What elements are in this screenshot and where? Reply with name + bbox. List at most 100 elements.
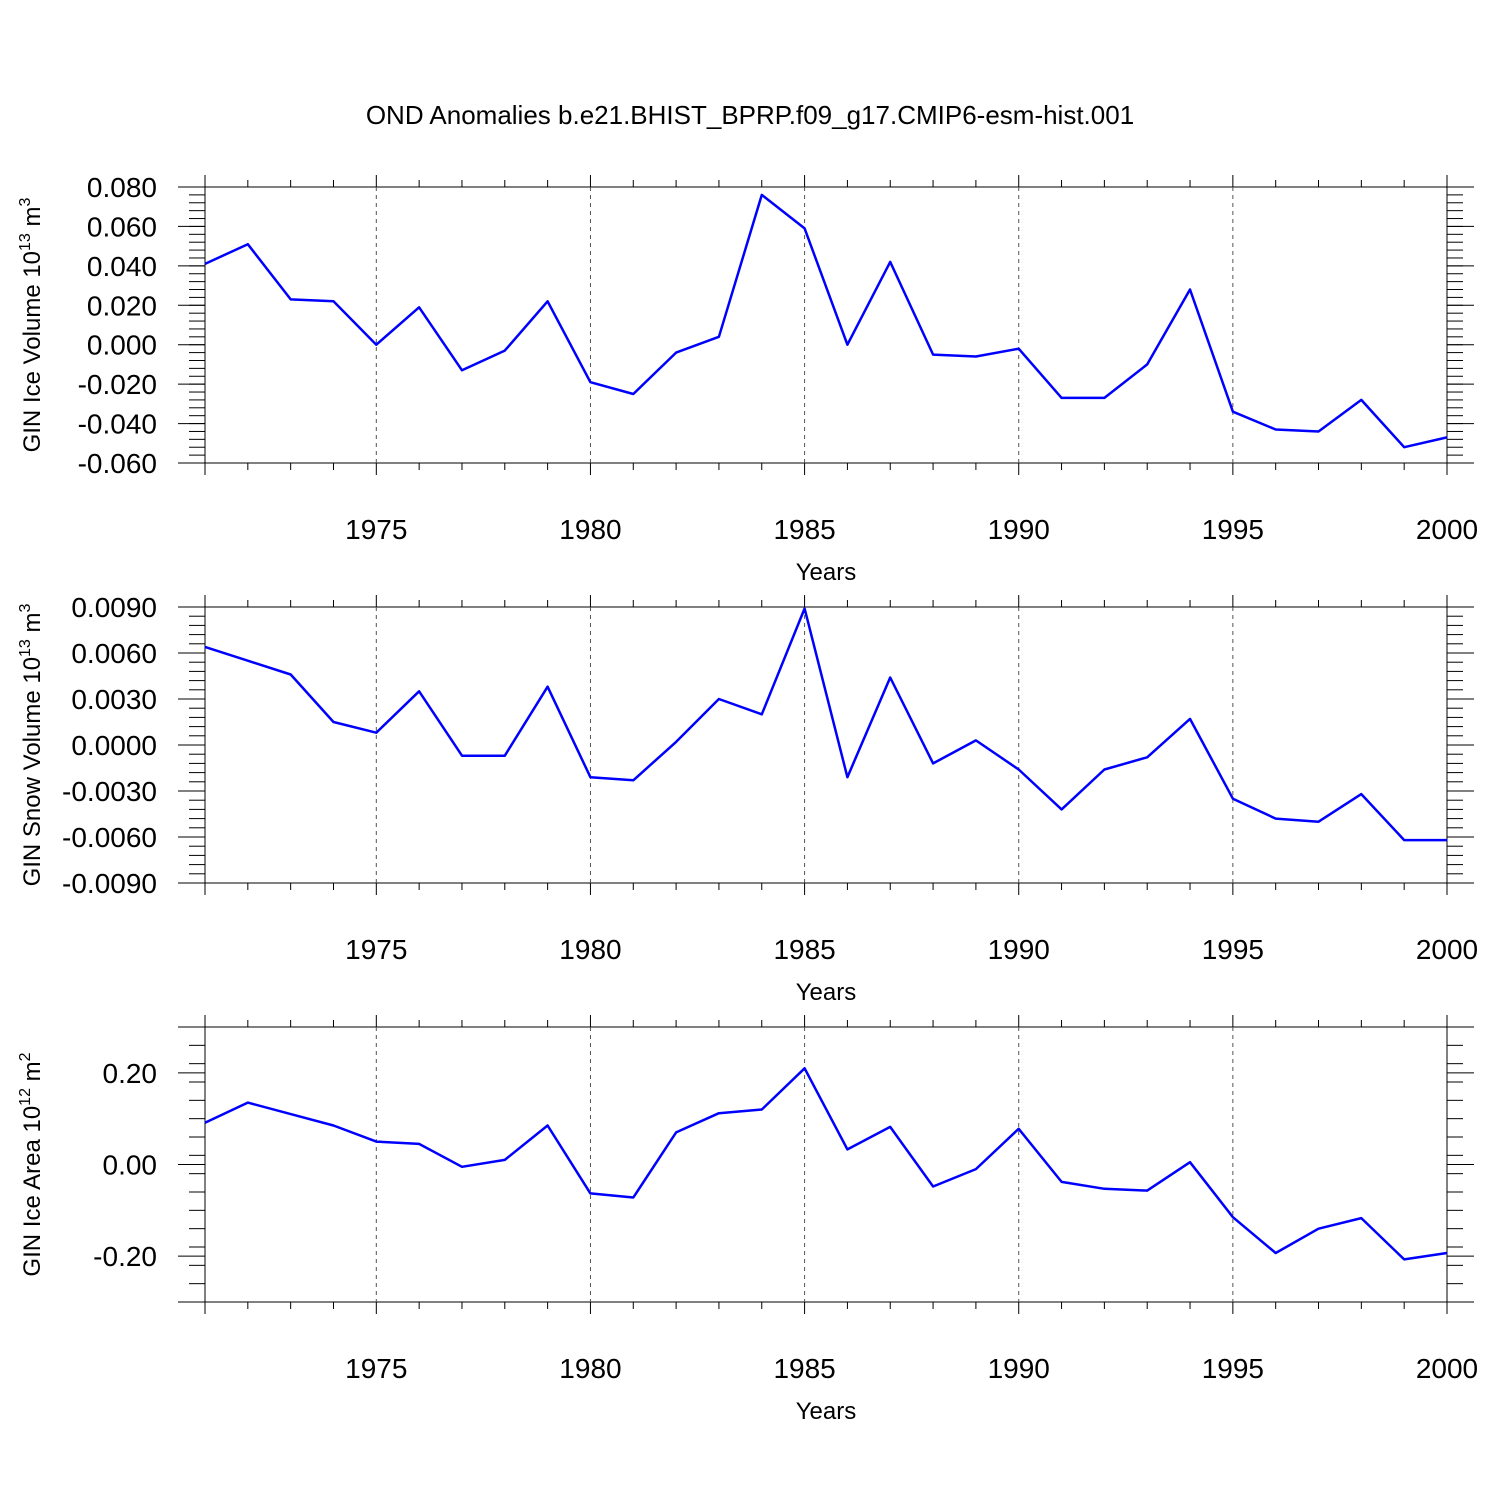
data-point (375, 1141, 377, 1143)
data-point (1318, 430, 1320, 432)
data-point (1275, 1252, 1277, 1254)
data-point (1189, 289, 1191, 291)
y-tick-label: 0.000 (87, 330, 157, 361)
y-axis-label-unit-exponent: 3 (17, 603, 34, 612)
data-point (718, 698, 720, 700)
data-point (675, 1131, 677, 1133)
data-point (932, 762, 934, 764)
data-point (889, 261, 891, 263)
data-point (718, 336, 720, 338)
data-point (375, 732, 377, 734)
data-point (1232, 1216, 1234, 1218)
data-point (889, 677, 891, 679)
data-point (975, 1168, 977, 1170)
data-point (889, 1126, 891, 1128)
data-point (204, 646, 206, 648)
data-point (1403, 839, 1405, 841)
data-point (504, 350, 506, 352)
data-point (290, 673, 292, 675)
y-axis-label: GIN Snow Volume 1013 m3 (17, 603, 46, 886)
data-point (247, 660, 249, 662)
data-point (1232, 798, 1234, 800)
y-tick-label: 0.080 (87, 172, 157, 203)
data-point (632, 779, 634, 781)
x-tick-label: 1990 (988, 934, 1050, 965)
data-point (1018, 348, 1020, 350)
data-point (504, 755, 506, 757)
data-point (1232, 411, 1234, 413)
y-axis-label: GIN Ice Area 1012 m2 (17, 1052, 46, 1276)
data-point (632, 1197, 634, 1198)
x-tick-label: 1995 (1202, 514, 1264, 545)
data-point (932, 1186, 934, 1187)
data-point (504, 1159, 506, 1161)
y-tick-label: 0.0000 (71, 730, 157, 761)
data-point (761, 194, 763, 196)
x-tick-label: 1975 (345, 514, 407, 545)
data-point (1446, 1252, 1448, 1254)
y-tick-label: 0.20 (103, 1058, 158, 1089)
data-point (1146, 756, 1148, 758)
x-tick-label: 2000 (1416, 514, 1478, 545)
data-point (418, 690, 420, 692)
x-tick-label: 1995 (1202, 934, 1264, 965)
y-axis-label-main: GIN Ice Area 10 (19, 1106, 46, 1277)
data-point (632, 393, 634, 395)
data-point (1275, 428, 1277, 430)
data-point (1403, 446, 1405, 448)
data-point (1318, 1228, 1320, 1230)
x-tick-label: 1985 (773, 934, 835, 965)
y-axis-label-main: GIN Ice Volume 10 (19, 251, 46, 452)
data-point (375, 344, 377, 346)
x-tick-label: 2000 (1416, 1353, 1478, 1384)
data-point (975, 356, 977, 358)
x-tick-label: 1975 (345, 1353, 407, 1384)
x-tick-label: 1980 (559, 934, 621, 965)
data-point (247, 243, 249, 245)
y-axis-label-unit: m (19, 1061, 46, 1088)
data-point (1061, 397, 1063, 399)
y-tick-label: 0.040 (87, 251, 157, 282)
y-tick-label: 0.0030 (71, 684, 157, 715)
data-point (675, 741, 677, 743)
y-axis-label-exponent: 12 (17, 1088, 34, 1106)
y-axis-label-unit-exponent: 3 (17, 198, 34, 207)
x-tick-label: 2000 (1416, 934, 1478, 965)
data-point (461, 1166, 463, 1168)
data-point (761, 1109, 763, 1110)
y-axis-label-unit-exponent: 2 (17, 1052, 34, 1061)
data-point (932, 354, 934, 356)
data-point (1275, 818, 1277, 820)
data-point (332, 721, 334, 723)
y-tick-label: 0.0090 (71, 592, 157, 623)
data-point (589, 776, 591, 778)
y-tick-label: 0.00 (103, 1150, 158, 1181)
y-axis-label-exponent: 13 (17, 233, 34, 251)
x-tick-label: 1975 (345, 934, 407, 965)
data-point (718, 1112, 720, 1114)
data-point (290, 1113, 292, 1115)
y-tick-label: -0.020 (78, 369, 157, 400)
data-point (1018, 769, 1020, 771)
x-axis-label: Years (796, 559, 857, 586)
x-axis-label: Years (796, 1398, 857, 1425)
data-point (761, 713, 763, 715)
x-tick-label: 1985 (773, 514, 835, 545)
y-axis-label-exponent: 13 (17, 639, 34, 657)
data-point (975, 739, 977, 741)
data-point (1189, 718, 1191, 720)
data-point (804, 227, 806, 229)
data-point (204, 263, 206, 265)
data-point (332, 1125, 334, 1127)
data-point (1018, 1128, 1020, 1130)
y-tick-label: 0.020 (87, 290, 157, 321)
x-tick-label: 1990 (988, 514, 1050, 545)
data-point (461, 369, 463, 371)
y-tick-label: -0.040 (78, 409, 157, 440)
data-point (204, 1122, 206, 1124)
data-point (461, 755, 463, 757)
data-point (846, 344, 848, 346)
data-point (418, 306, 420, 308)
y-tick-label: 0.060 (87, 211, 157, 242)
